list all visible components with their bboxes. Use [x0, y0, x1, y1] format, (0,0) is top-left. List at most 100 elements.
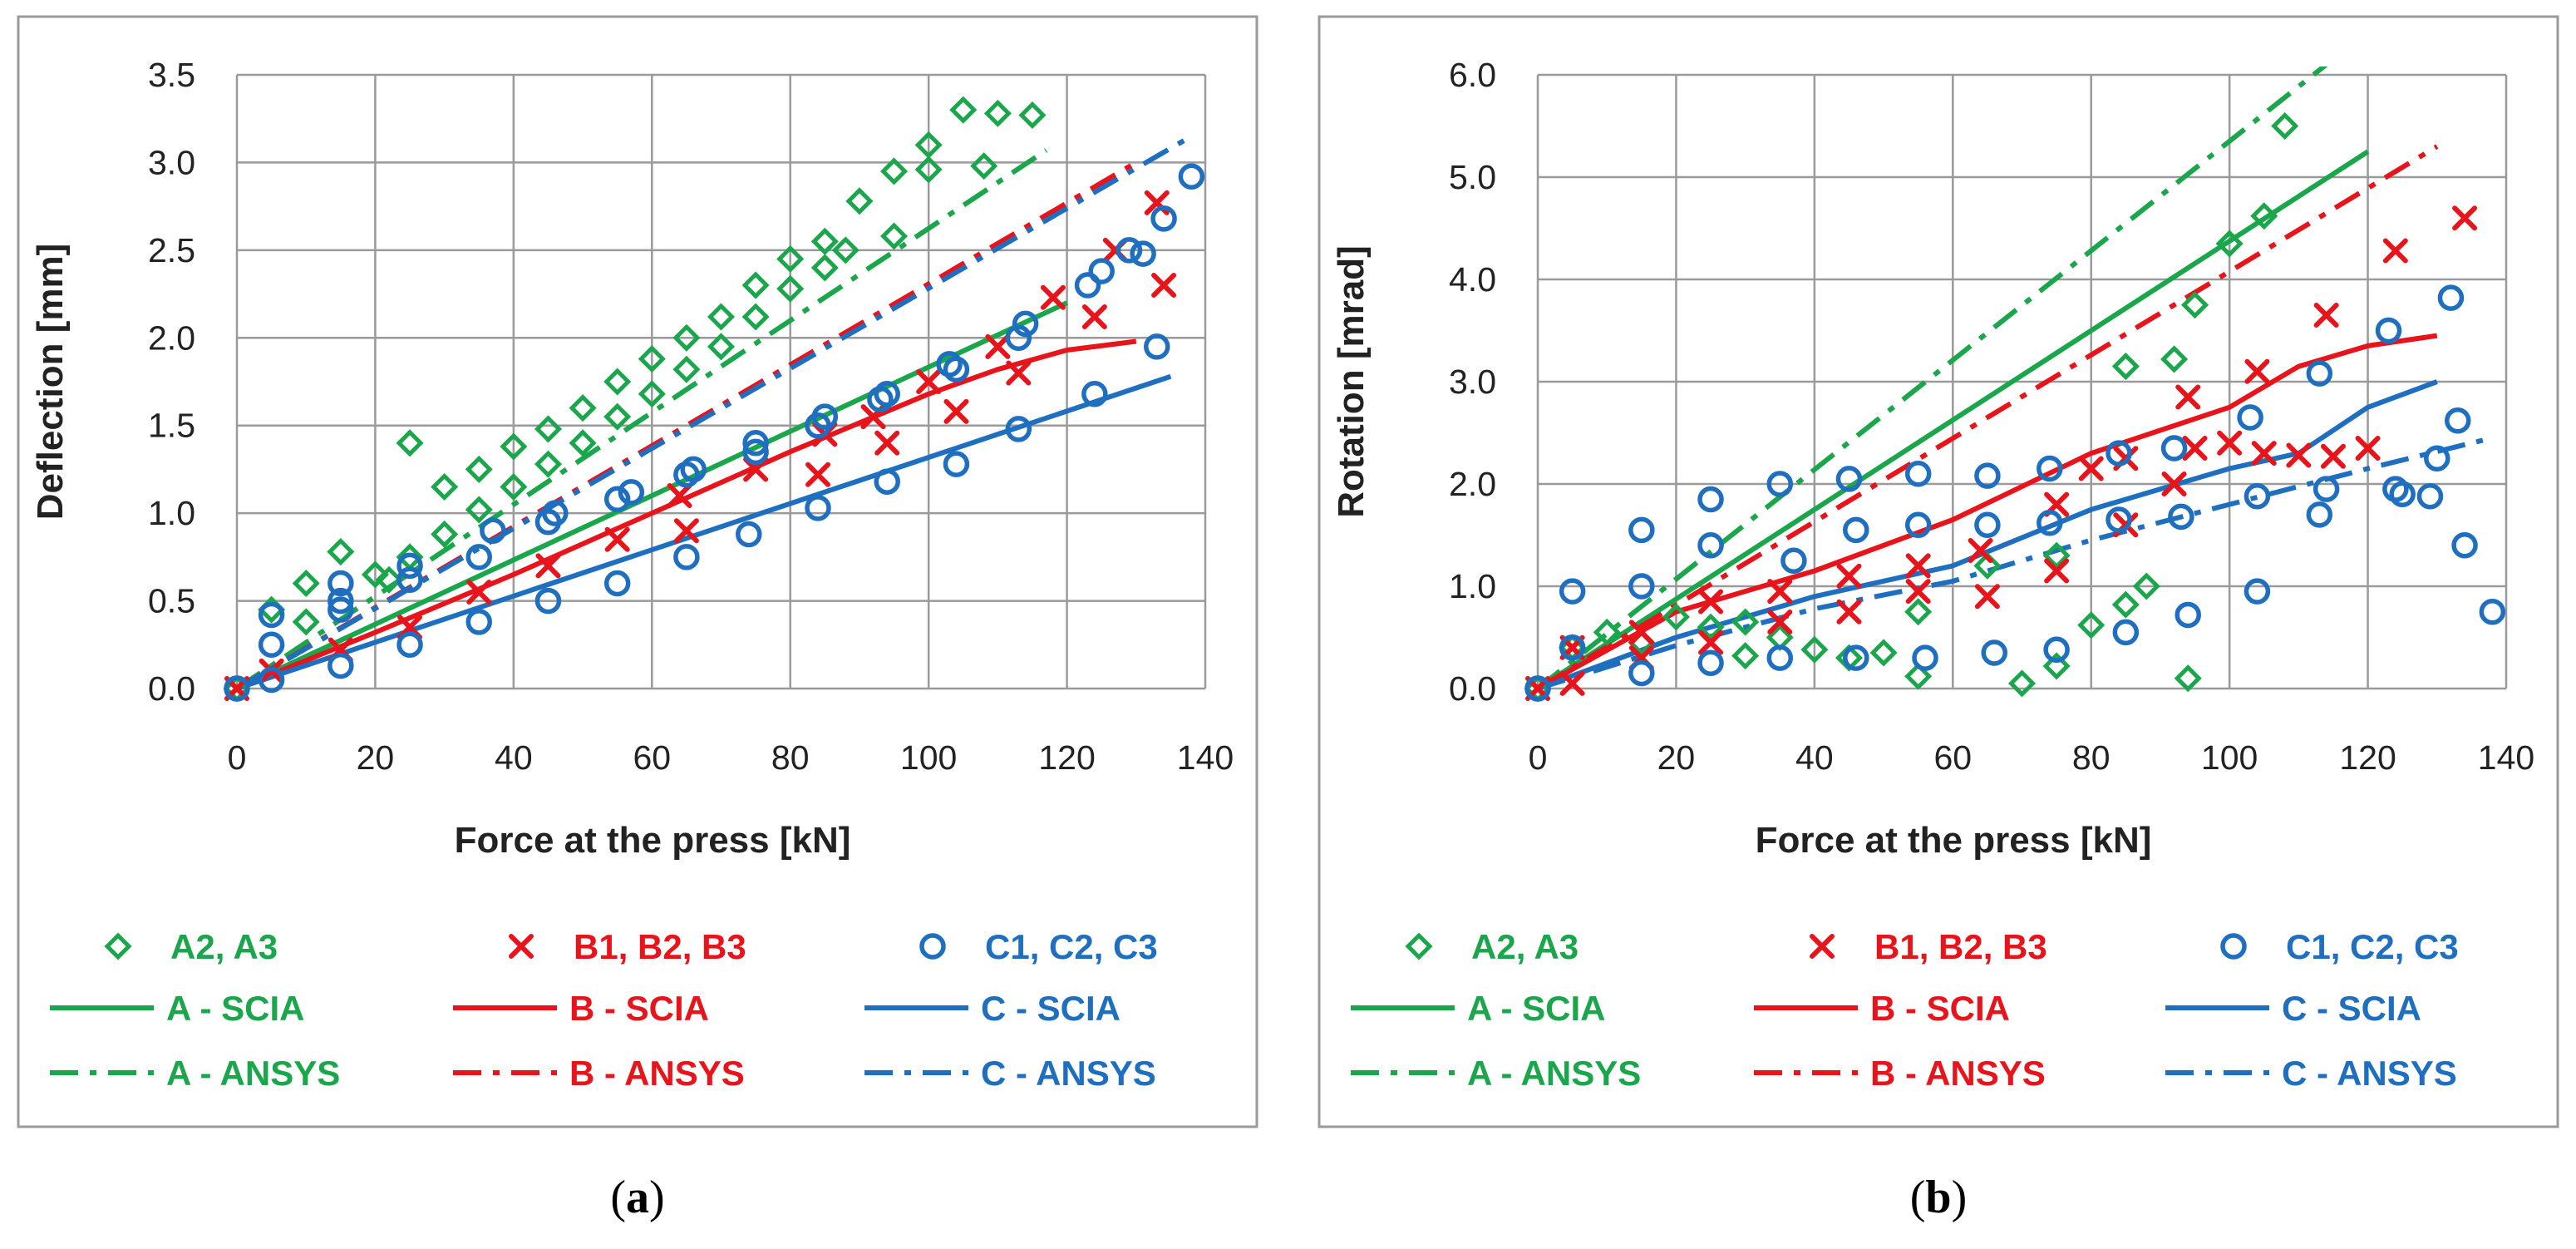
data-point-a [1800, 635, 1829, 664]
data-point-a [1904, 598, 1933, 626]
data-point-b [2175, 384, 2201, 410]
data-point-c [1559, 578, 1586, 605]
data-point-a [500, 472, 528, 501]
series-points-a [223, 96, 1047, 703]
data-point-c [811, 403, 839, 430]
y-tick-label: 0.0 [1449, 669, 1496, 708]
legend-label-b: B - SCIA [569, 989, 709, 1028]
legend-marker-a [104, 932, 132, 960]
data-point-b [466, 580, 492, 605]
data-point-b [2452, 205, 2478, 231]
data-point-b [1974, 584, 2000, 610]
data-point-c [258, 666, 285, 694]
data-point-a [327, 537, 355, 566]
data-point-c [1766, 471, 1793, 497]
chart-a-svg: 0 20 40 60 80 100 120 140 0.0 0.5 1.0 1.5 2.0 2.5 3.0 3… [17, 15, 1258, 1223]
y-tick-label: 0.5 [148, 582, 195, 620]
y-tick-label: 1.0 [148, 494, 195, 532]
grid [1536, 73, 2508, 690]
y-tick-label: 4.0 [1449, 260, 1496, 299]
x-tick-label: 120 [2339, 738, 2396, 777]
data-point-c [2451, 532, 2478, 559]
data-point-a [672, 355, 701, 383]
data-point-c [396, 552, 423, 580]
legend-label-a: A2, A3 [1471, 927, 1579, 966]
data-point-a [1593, 618, 1621, 646]
legend: A2, A3 B1, B2, B3 C1, C2, C3 A - SCIA B - SC… [50, 927, 1158, 1093]
grid [235, 73, 1207, 690]
x-tick-label: 0 [1529, 738, 1548, 777]
data-point-c [2106, 440, 2132, 467]
series-points-c [224, 163, 1205, 702]
data-point-c [2043, 636, 2070, 664]
chart-b-svg: 0 20 40 60 80 100 120 140 0.0 1.0 2.0 3.0 4.0 5.0 6.0 F… [1318, 15, 2559, 1223]
data-point-b [2286, 442, 2312, 468]
data-point-c [2168, 503, 2194, 531]
data-point-b [805, 462, 830, 487]
data-point-c [465, 609, 492, 635]
data-point-a [707, 303, 736, 331]
data-point-c [1974, 462, 2001, 489]
data-point-c [1912, 644, 1938, 671]
legend-label-b: B1, B2, B3 [1874, 927, 2047, 966]
data-point-a [2132, 572, 2160, 600]
y-tick-label: 3.0 [148, 143, 195, 181]
data-point-c [258, 601, 285, 629]
data-point-a [707, 333, 736, 361]
data-point-b [1698, 629, 1724, 655]
data-point-b [2244, 358, 2270, 384]
data-point-c [1524, 675, 1551, 702]
data-point-c [2244, 578, 2271, 605]
data-point-c [603, 486, 631, 513]
plot-area [237, 134, 1193, 691]
data-point-b [1767, 610, 1793, 635]
data-point-b [2217, 430, 2243, 456]
legend-marker-b [1810, 934, 1835, 959]
data-point-c [2389, 481, 2416, 508]
data-point-c [742, 438, 769, 466]
data-point-b [2251, 441, 2277, 467]
data-point-c [1005, 324, 1032, 352]
data-point-b [1698, 589, 1724, 615]
data-point-a [2181, 291, 2209, 319]
legend-label-a: A2, A3 [170, 927, 278, 966]
data-point-a [292, 608, 320, 636]
data-point-a [914, 156, 943, 184]
data-point-a [465, 496, 493, 524]
data-point-c [1981, 639, 2007, 666]
data-point-c [1843, 644, 1869, 671]
data-point-c [943, 451, 970, 477]
series-points-a [1524, 111, 2299, 703]
data-point-c [1074, 272, 1101, 299]
y-tick-label: 2.0 [148, 318, 195, 357]
data-point-a [534, 415, 562, 443]
data-point-a [431, 472, 459, 501]
y-tick-label: 0.0 [148, 669, 195, 708]
series-line-a-scia [237, 300, 1068, 691]
caption-paren-open: ( [1910, 1172, 1926, 1223]
series-line-c-ansys [237, 134, 1193, 691]
data-point-c [1628, 659, 1655, 687]
caption-paren-open: ( [610, 1172, 626, 1223]
series-line-c-ansys [1538, 435, 2494, 691]
data-point-c [680, 456, 707, 483]
data-point-a [361, 560, 389, 589]
data-point-a [292, 569, 320, 598]
data-point-c [1766, 644, 1793, 671]
data-point-a [1662, 603, 1690, 631]
data-point-a [396, 429, 424, 457]
data-point-c [1628, 516, 1655, 544]
data-point-a [500, 432, 528, 461]
data-point-c [328, 596, 354, 623]
data-point-c [603, 570, 631, 597]
data-point-b [2078, 456, 2104, 481]
data-point-c [874, 381, 900, 407]
series-line-b-scia [237, 338, 1137, 691]
data-point-a [569, 394, 597, 422]
data-point-b [2355, 435, 2381, 461]
data-point-c [1781, 547, 1807, 574]
data-point-c [1005, 416, 1032, 442]
data-point-a [1731, 608, 1760, 636]
data-point-a [2042, 652, 2071, 680]
x-axis-title: Force at the press [kN] [455, 820, 851, 861]
